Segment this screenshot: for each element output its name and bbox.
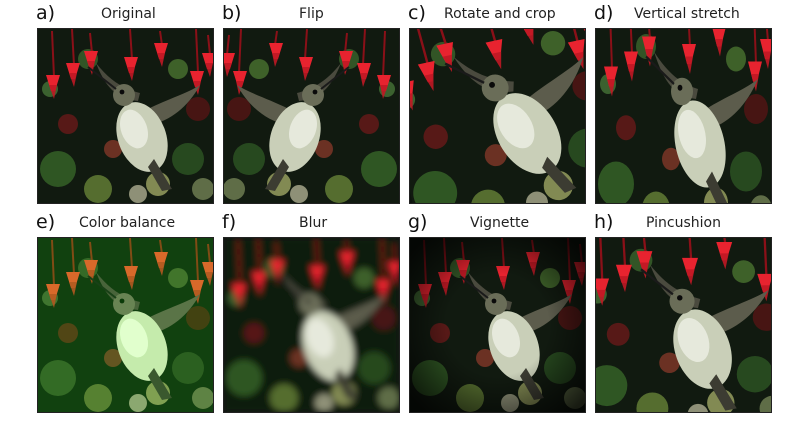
panel-flip: b) Flip xyxy=(222,2,400,211)
panel-vertical-stretch: d) Vertical stretch xyxy=(594,2,772,211)
hummingbird-photo xyxy=(410,238,585,412)
panel-letter: a) xyxy=(36,2,56,24)
hummingbird-photo xyxy=(224,29,399,203)
hummingbird-photo xyxy=(38,238,213,412)
panel-letter: h) xyxy=(594,211,614,233)
hummingbird-image-pincushion xyxy=(595,237,772,413)
hummingbird-photo xyxy=(410,29,585,203)
panel-blur: f) Blur xyxy=(222,211,400,420)
panel-vignette: g) Vignette xyxy=(408,211,586,420)
hummingbird-image-original xyxy=(37,28,214,204)
hummingbird-image-vignette xyxy=(409,237,586,413)
hummingbird-photo xyxy=(224,238,399,412)
panel-letter: e) xyxy=(36,211,56,233)
panel-title: Flip xyxy=(299,6,324,22)
panel-color-balance: e) Color balance xyxy=(36,211,214,420)
hummingbird-photo xyxy=(38,29,213,203)
panel-letter: g) xyxy=(408,211,428,233)
panel-letter: d) xyxy=(594,2,614,24)
hummingbird-photo xyxy=(596,238,771,412)
hummingbird-image-color xyxy=(37,237,214,413)
panel-original: a) Original xyxy=(36,2,214,211)
panel-title: Pincushion xyxy=(646,215,721,231)
panel-title: Blur xyxy=(299,215,328,231)
panel-letter: c) xyxy=(408,2,426,24)
panel-title: Original xyxy=(101,6,156,22)
panel-title: Rotate and crop xyxy=(444,6,556,22)
hummingbird-image-flip xyxy=(223,28,400,204)
panel-letter: b) xyxy=(222,2,242,24)
hummingbird-image-blur xyxy=(223,237,400,413)
panel-pincushion: h) Pincushion xyxy=(594,211,772,420)
panel-title: Vertical stretch xyxy=(634,6,740,22)
panel-title: Vignette xyxy=(470,215,530,231)
hummingbird-image-stretch xyxy=(595,28,772,204)
hummingbird-photo xyxy=(596,29,771,203)
hummingbird-image-rotate xyxy=(409,28,586,204)
panel-letter: f) xyxy=(222,211,237,233)
panel-rotate-and-crop: c) Rotate and crop xyxy=(408,2,586,211)
panel-title: Color balance xyxy=(79,215,176,231)
